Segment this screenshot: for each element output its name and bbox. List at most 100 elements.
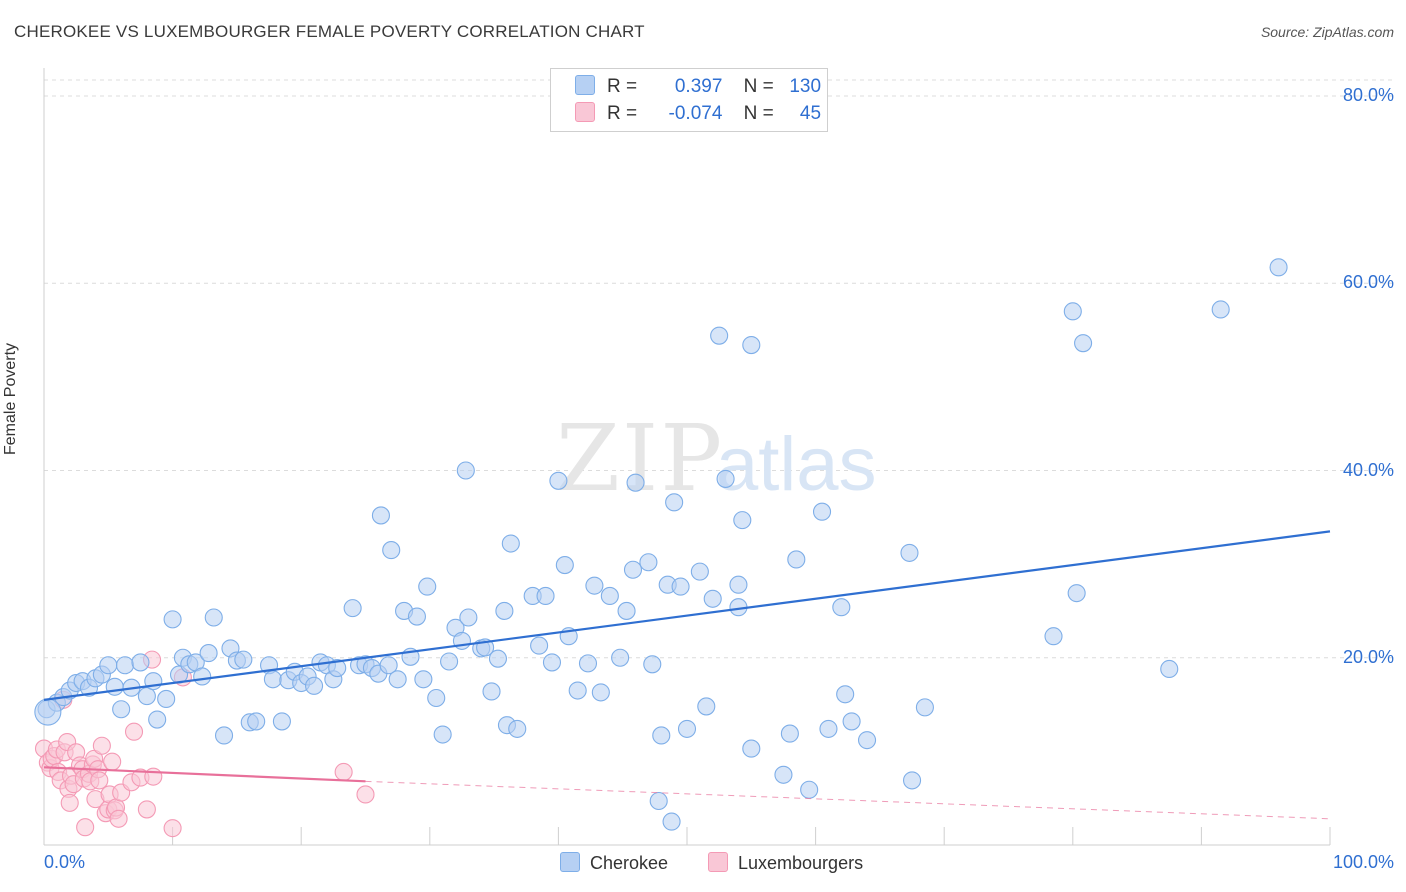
chart-title: CHEROKEE VS LUXEMBOURGER FEMALE POVERTY … bbox=[14, 22, 645, 41]
cherokee-n-value: 130 bbox=[789, 76, 822, 97]
cherokee-point bbox=[105, 677, 124, 696]
y-tick-label: 80.0% bbox=[1342, 85, 1394, 105]
luxembourgers-points bbox=[34, 650, 375, 838]
cherokee-point bbox=[305, 676, 324, 695]
cherokee-point bbox=[508, 719, 527, 738]
cherokee-point bbox=[639, 553, 658, 572]
cherokee-point bbox=[742, 739, 761, 758]
cherokee-point bbox=[272, 712, 291, 731]
gridlines bbox=[44, 79, 1392, 659]
y-tick-label: 40.0% bbox=[1342, 459, 1394, 480]
legend-r-label: R = bbox=[607, 103, 638, 124]
cherokee-point bbox=[1067, 584, 1086, 603]
cherokee-point bbox=[418, 577, 437, 596]
cherokee-points bbox=[34, 258, 1288, 831]
luxembourgers-swatch bbox=[708, 852, 728, 872]
cherokee-point bbox=[780, 724, 799, 743]
cherokee-r-value: 0.397 bbox=[674, 76, 723, 97]
cherokee-point bbox=[542, 653, 562, 672]
cherokee-point bbox=[115, 656, 135, 675]
cherokee-swatch bbox=[560, 852, 580, 872]
cherokee-point bbox=[371, 506, 390, 525]
legend-n-label: N = bbox=[743, 76, 774, 97]
cherokee-point bbox=[652, 726, 671, 745]
luxembourgers-swatch bbox=[575, 102, 595, 122]
luxembourgers-point bbox=[60, 793, 79, 812]
cherokee-point bbox=[379, 656, 398, 675]
cherokee-point bbox=[832, 598, 851, 617]
cherokee-point bbox=[137, 687, 156, 706]
watermark-atlas: atlas bbox=[716, 422, 877, 507]
cherokee-point bbox=[414, 670, 433, 689]
cherokee-point bbox=[617, 601, 636, 620]
cherokee-point bbox=[812, 502, 832, 521]
luxembourgers-n-value: 45 bbox=[799, 103, 822, 124]
cherokee-point bbox=[742, 335, 761, 355]
cherokee-point bbox=[671, 577, 690, 596]
luxembourgers-trend-extension bbox=[365, 780, 1331, 820]
cherokee-point bbox=[1074, 334, 1093, 353]
cherokee-point bbox=[591, 683, 610, 702]
cherokee-point bbox=[456, 461, 475, 480]
cherokee-point bbox=[488, 649, 508, 668]
luxembourgers-point bbox=[334, 762, 353, 782]
cherokee-point bbox=[665, 493, 684, 512]
cherokee-point bbox=[112, 700, 131, 719]
cherokee-point bbox=[555, 556, 574, 575]
cherokee-point bbox=[623, 560, 643, 579]
luxembourgers-point bbox=[92, 736, 111, 755]
cherokee-point bbox=[433, 725, 452, 744]
cherokee-point bbox=[247, 712, 266, 731]
stats-legend: R = 0.397 N = 130 R = -0.074 N = 45 bbox=[550, 68, 828, 132]
cherokee-point bbox=[733, 511, 752, 530]
y-tick-label: 20.0% bbox=[1342, 646, 1394, 667]
cherokee-point bbox=[1211, 300, 1230, 319]
legend-row-cherokee: R = 0.397 N = 130 bbox=[575, 75, 821, 99]
cherokee-point bbox=[819, 719, 838, 738]
cherokee-point bbox=[915, 698, 934, 717]
cherokee-point bbox=[459, 608, 478, 627]
cherokee-point bbox=[611, 648, 630, 667]
cherokee-point bbox=[729, 575, 748, 594]
cherokee-point bbox=[204, 608, 223, 627]
legend-row-luxembourgers: R = -0.074 N = 45 bbox=[575, 102, 821, 126]
cherokee-point bbox=[710, 326, 729, 345]
bottom-legend-luxembourgers: Luxembourgers bbox=[708, 852, 863, 874]
cherokee-point bbox=[382, 541, 401, 560]
luxembourgers-point bbox=[109, 809, 128, 828]
cherokee-point bbox=[626, 473, 645, 492]
cherokee-point bbox=[1160, 659, 1179, 679]
cherokee-point bbox=[388, 670, 407, 689]
cherokee-point bbox=[677, 719, 697, 738]
luxembourgers-point bbox=[137, 800, 156, 819]
trend-lines bbox=[43, 530, 1331, 820]
cherokee-point bbox=[131, 653, 150, 672]
cherokee-point bbox=[787, 550, 806, 569]
cherokee-point bbox=[716, 469, 735, 488]
luxembourgers-r-value: -0.074 bbox=[668, 103, 723, 124]
legend-r-label: R = bbox=[607, 76, 638, 97]
cherokee-point bbox=[643, 655, 662, 674]
bottom-legend-label: Luxembourgers bbox=[738, 853, 864, 873]
cherokee-point bbox=[193, 667, 212, 686]
bottom-legend-cherokee: Cherokee bbox=[560, 852, 668, 874]
luxembourgers-point bbox=[163, 819, 182, 838]
cherokee-point bbox=[199, 644, 218, 663]
cherokee-point bbox=[600, 586, 619, 606]
cherokee-point bbox=[662, 812, 681, 831]
cherokee-point bbox=[234, 650, 253, 669]
luxembourgers-point bbox=[356, 785, 375, 804]
cherokee-point bbox=[482, 682, 501, 701]
cherokee-point bbox=[697, 697, 716, 716]
cherokee-point bbox=[214, 726, 234, 745]
cherokee-point bbox=[1044, 627, 1063, 646]
cherokee-swatch bbox=[575, 75, 595, 95]
cherokee-point bbox=[495, 601, 514, 620]
cherokee-point bbox=[857, 731, 877, 750]
bottom-legend-label: Cherokee bbox=[590, 853, 669, 873]
cherokee-point bbox=[148, 710, 167, 729]
cherokee-point bbox=[1269, 258, 1288, 277]
luxembourgers-point bbox=[144, 767, 163, 786]
cherokee-point bbox=[774, 765, 793, 784]
